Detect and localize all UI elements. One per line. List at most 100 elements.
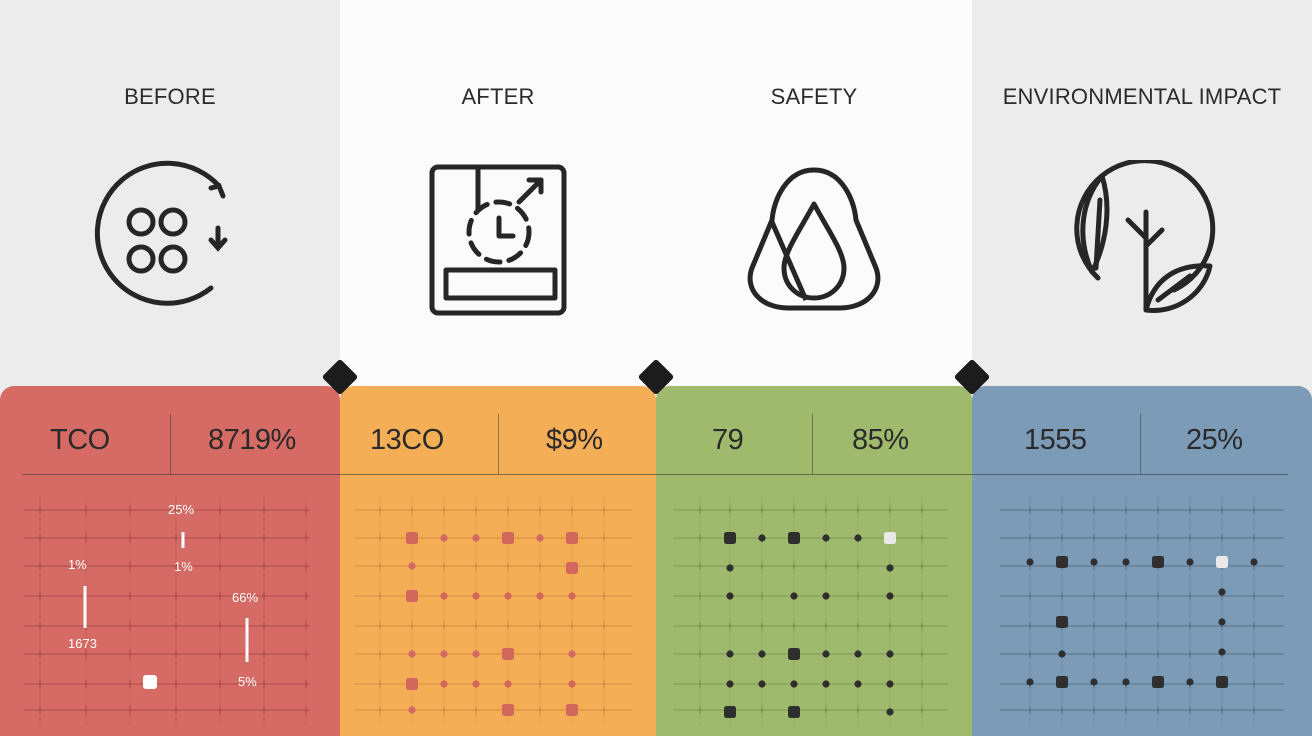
column-environment: ENVIRONMENTAL IMPACT	[972, 0, 1312, 388]
grid-dot	[1090, 678, 1098, 686]
metric-after-left: 13CO	[370, 424, 444, 456]
panel-safety	[656, 386, 972, 736]
circular-arrow-dots-icon	[94, 160, 228, 306]
grid-dot	[472, 650, 480, 658]
grid-dot	[788, 532, 800, 544]
grid-dot	[504, 592, 512, 600]
grid-dot	[1122, 678, 1130, 686]
before-label: 1%	[68, 557, 87, 572]
grid-dot	[886, 680, 894, 688]
before-label: 1%	[174, 559, 193, 574]
grid-dot	[1026, 558, 1034, 566]
grid-dot	[822, 592, 830, 600]
metric-after-right: $9%	[546, 424, 603, 456]
grid-dot	[886, 708, 894, 716]
metric-divider	[170, 414, 171, 474]
grid-dot	[1250, 558, 1258, 566]
grid-dot	[1122, 558, 1130, 566]
grid-dot	[502, 532, 514, 544]
metric-environment-right: 25%	[1186, 424, 1243, 456]
grid-dot	[568, 592, 576, 600]
metric-divider	[1140, 414, 1141, 474]
before-label: 66%	[232, 590, 259, 605]
grid-dot	[566, 532, 578, 544]
grid-dot	[1218, 648, 1226, 656]
grid-dot	[886, 650, 894, 658]
grid-dot	[886, 592, 894, 600]
grid-dot	[408, 650, 416, 658]
dot-grid-after	[354, 496, 632, 726]
grid-dot	[790, 680, 798, 688]
drop-shield-icon	[747, 167, 881, 311]
heading-safety: SAFETY	[770, 84, 858, 109]
metric-environment-left: 1555	[1024, 424, 1087, 456]
grid-dot	[854, 680, 862, 688]
panel-environment	[972, 386, 1312, 736]
grid-dot	[472, 592, 480, 600]
grid-dot	[406, 532, 418, 544]
grid-dot	[406, 590, 418, 602]
grid-dot	[566, 562, 578, 574]
grid-dot	[724, 532, 736, 544]
leaf-tree-icon	[1074, 160, 1216, 313]
grid-dot	[726, 564, 734, 572]
grid-dot	[568, 680, 576, 688]
metric-safety-left: 79	[712, 424, 744, 456]
value-bar	[181, 532, 185, 548]
grid-dot	[502, 704, 514, 716]
grid-dot	[822, 650, 830, 658]
metric-baseline	[22, 474, 1288, 475]
column-after: AFTER	[340, 0, 656, 388]
grid-dot	[440, 592, 448, 600]
grid-dot	[1056, 676, 1068, 688]
grid-dot	[1056, 556, 1068, 568]
grid-dot	[536, 592, 544, 600]
dot-grid-environment	[1000, 496, 1284, 726]
grid-dot	[1152, 556, 1164, 568]
grid-dot	[758, 680, 766, 688]
grid-dot	[568, 650, 576, 658]
value-bar	[245, 618, 249, 662]
grid-dot	[1058, 650, 1066, 658]
before-label: 1673	[68, 636, 97, 651]
before-label: 25%	[168, 502, 195, 517]
grid-dot	[1056, 616, 1068, 628]
grid-dot	[406, 678, 418, 690]
grid-dot	[472, 534, 480, 542]
column-before: BEFORE	[0, 0, 340, 388]
grid-dot	[788, 706, 800, 718]
heading-after: AFTER	[461, 84, 535, 109]
grid-dot	[854, 534, 862, 542]
grid-dot	[502, 648, 514, 660]
grid-dot	[1186, 678, 1194, 686]
grid-dot	[1152, 676, 1164, 688]
metric-before-right: 8719%	[208, 424, 296, 456]
dot-grid-before	[24, 496, 310, 726]
grid-dot	[408, 706, 416, 714]
grid-dot	[1026, 678, 1034, 686]
grid-dot	[536, 534, 544, 542]
grid-dot	[1218, 588, 1226, 596]
grid-dot	[1216, 556, 1228, 568]
grid-dot	[884, 532, 896, 544]
metric-divider	[498, 414, 499, 474]
grid-dot	[822, 534, 830, 542]
grid-dot	[440, 534, 448, 542]
grid-dot	[726, 650, 734, 658]
grid-dot	[790, 592, 798, 600]
grid-dot	[472, 680, 480, 688]
grid-dot	[788, 648, 800, 660]
value-marker	[143, 675, 157, 689]
grid-dot	[1090, 558, 1098, 566]
column-safety: SAFETY	[656, 0, 972, 388]
grid-dot	[822, 680, 830, 688]
grid-dot	[1218, 618, 1226, 626]
grid-dot	[758, 534, 766, 542]
grid-dot	[854, 650, 862, 658]
grid-dot	[408, 562, 416, 570]
grid-dot	[566, 704, 578, 716]
metric-safety-right: 85%	[852, 424, 909, 456]
clock-exchange-icon	[429, 164, 567, 316]
grid-dot	[504, 680, 512, 688]
value-bar	[83, 586, 87, 628]
